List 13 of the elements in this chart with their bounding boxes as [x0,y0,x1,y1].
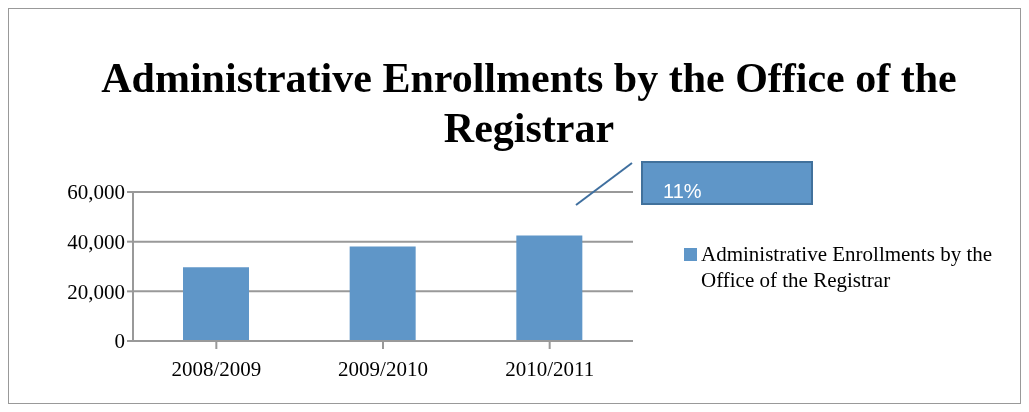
y-tick-label: 60,000 [67,180,125,205]
y-tick-label: 40,000 [67,230,125,255]
bar [349,246,416,341]
y-tick-label: 20,000 [67,279,125,304]
bar [183,267,249,341]
x-tick-label: 2008/2009 [171,356,262,381]
x-tick-label: 2010/2011 [505,356,595,381]
bar [516,235,583,341]
y-tick-label: 0 [114,329,125,354]
text: 11% [641,161,813,205]
x-tick-label: 2009/2010 [338,356,428,381]
legend-label: Administrative Enrollments by the Office of the Registrar [701,241,994,293]
chart-title: Administrative Enrollments by the Office of the Registrar [100,54,958,153]
